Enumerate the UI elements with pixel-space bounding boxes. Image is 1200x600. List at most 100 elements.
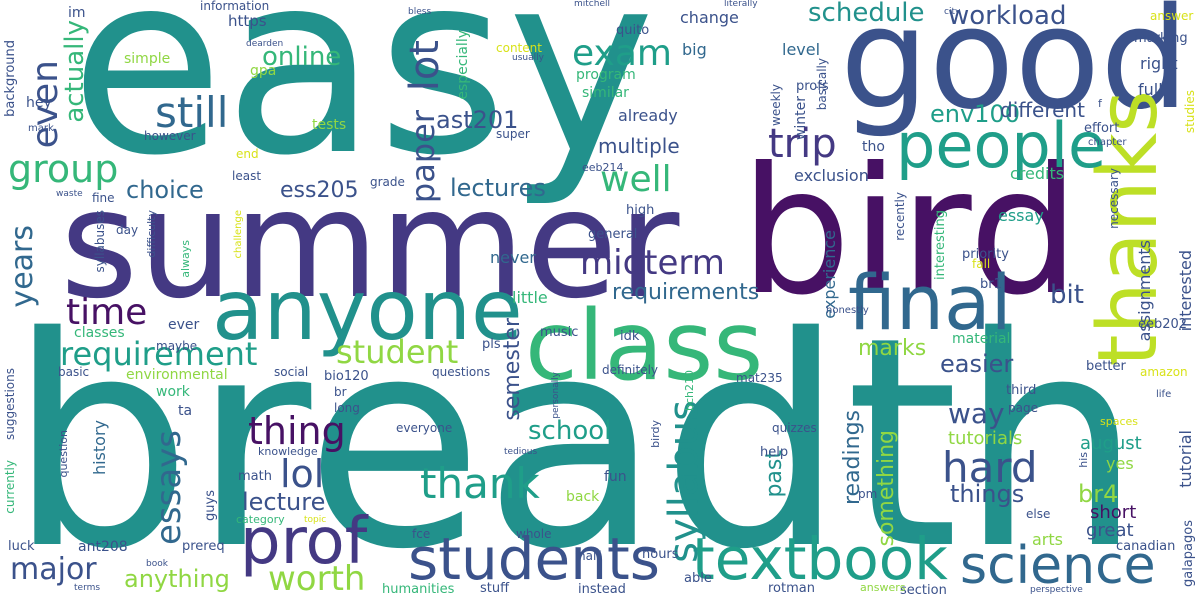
word-good: good [840, 0, 1190, 141]
word-everyone: everyone [396, 421, 453, 435]
word-fce: fce [412, 527, 431, 541]
word-mark: mark [28, 123, 54, 134]
word-amazon: amazon [1140, 365, 1188, 379]
word-bird: bird [740, 131, 1080, 334]
word-student: student [336, 333, 459, 371]
word-studies: studies [1183, 90, 1197, 134]
word-marks: marks [858, 336, 927, 361]
word-already: already [618, 106, 678, 125]
word-challenge: challenge [233, 210, 244, 259]
word-terms: terms [74, 583, 101, 593]
word-basically: basically [815, 58, 829, 111]
word-arts: arts [1032, 530, 1063, 549]
word-breadth: breadth [8, 276, 1143, 600]
word-paper: paper [404, 110, 442, 204]
word-well: well [600, 159, 672, 200]
word-major: major [10, 552, 97, 587]
word-third: third [1006, 383, 1037, 398]
word-pls: pls [482, 337, 501, 352]
word-tutorial: tutorial [1176, 430, 1195, 488]
word-short: short [1090, 502, 1137, 523]
word-tests: tests [312, 117, 347, 133]
word-stuff: stuff [480, 581, 510, 596]
word-half: half [578, 549, 601, 563]
word-thing: thing [248, 409, 346, 453]
word-canadian: canadian [1116, 539, 1176, 554]
word-always: always [179, 240, 192, 278]
word-his: his [1077, 452, 1090, 468]
word-perspective: perspective [1030, 585, 1083, 595]
word-basic: basic [58, 365, 90, 379]
word-tutorials: tutorials [948, 428, 1023, 449]
word-hours: hours [642, 547, 679, 562]
word-else: else [1026, 507, 1051, 521]
word-anything: anything [124, 565, 230, 593]
word-background: background [3, 40, 18, 117]
word-priority: priority [962, 247, 1009, 262]
word-lectures: lectures [450, 174, 546, 202]
word-spaces: spaces [1100, 415, 1139, 428]
word-hey: hey [26, 95, 52, 111]
word-recently: recently [893, 192, 907, 241]
word-choice: choice [126, 176, 204, 204]
word-usually: usually [512, 53, 544, 63]
word-page: page [1008, 401, 1038, 415]
word-lecture: lecture [242, 488, 326, 516]
word-little: little [512, 288, 548, 307]
word-requirements: requirements [612, 280, 760, 305]
word-back: back [566, 489, 600, 505]
word-chapter: chapter [1088, 137, 1127, 148]
word-personally: personally [551, 372, 561, 419]
word-end: end [236, 147, 259, 161]
word-especially: especially [455, 30, 471, 100]
word-history: history [90, 420, 109, 476]
word-requirement: requirement [60, 335, 258, 373]
word-knowledge: knowledge [258, 445, 318, 458]
word-env100: env100 [930, 100, 1020, 128]
word-actually: actually [60, 20, 90, 123]
word-yes: yes [1106, 454, 1134, 473]
word-section: section [900, 583, 947, 598]
word-different: different [1000, 98, 1085, 122]
word-answers: answers [860, 581, 906, 594]
word-humanities: humanities [382, 582, 455, 597]
word-worth: worth [268, 559, 366, 599]
word-anyone: anyone [212, 261, 523, 359]
word-similar: similar [582, 85, 629, 101]
word-years: years [5, 225, 40, 308]
word-bch210: bch210 [683, 370, 696, 411]
word-essay: essay [998, 206, 1044, 225]
word-things: things [950, 480, 1025, 508]
word-material: material [952, 331, 1011, 347]
word-multiple: multiple [598, 134, 680, 158]
word-ast201: ast201 [436, 106, 519, 134]
word-long: long [334, 401, 360, 415]
word-interesting: interesting [933, 210, 948, 280]
word-lot: lot [402, 40, 448, 92]
word-full: full [1138, 80, 1163, 99]
word-exam: exam [572, 33, 672, 74]
word-questions: questions [432, 365, 491, 379]
word-thank: thank [420, 459, 540, 508]
word-hard: hard [942, 443, 1038, 492]
word-general: general [588, 227, 638, 242]
word-environmental: environmental [126, 367, 228, 383]
word-program: program [576, 67, 636, 83]
word-information: information [200, 0, 270, 13]
word-winter: winter [793, 96, 809, 141]
word-big: big [682, 40, 707, 59]
word-content: content [496, 41, 542, 55]
word-necessary: necessary [1107, 168, 1121, 229]
word-schedule: schedule [808, 0, 925, 28]
word-fun: fun [604, 469, 627, 485]
word-birdy: birdy [649, 420, 662, 448]
word-answer: answer [1150, 9, 1194, 23]
word-suggestions: suggestions [3, 368, 17, 440]
word-honestly: honestly [826, 305, 869, 316]
word-final: final [848, 258, 1012, 347]
word-im: im [68, 5, 86, 21]
word-book: book [146, 559, 168, 569]
word-midterm: midterm [580, 243, 725, 283]
word-mat235: mat235 [736, 371, 783, 385]
